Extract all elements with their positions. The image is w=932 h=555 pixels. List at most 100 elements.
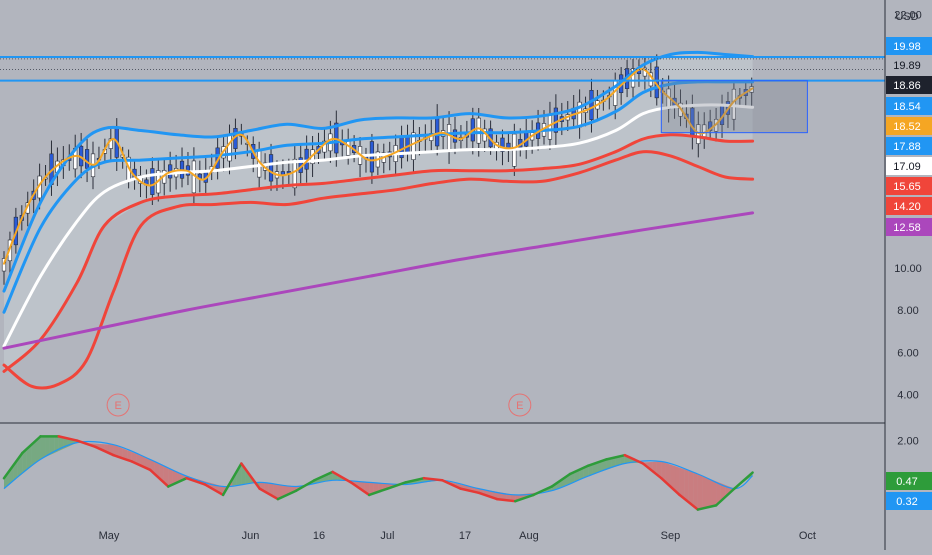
oscillator-line-segment: [57, 435, 79, 442]
candle: [452, 129, 458, 143]
oscillator-line-segment: [422, 476, 444, 482]
price-badge-bg: [886, 157, 932, 175]
oscillator-line-segment: [714, 487, 736, 507]
oscillator-line-segment: [349, 481, 371, 497]
oscillator-pane: [2, 435, 754, 511]
oscillator-fill: [145, 457, 151, 470]
oscillator-line-segment: [440, 479, 462, 490]
price-badge-bg: [886, 97, 932, 115]
oscillator-line-segment: [2, 451, 24, 480]
oscillator-fill: [711, 479, 717, 507]
ma200-line: [2, 211, 755, 350]
price-badge-text: 15.65: [893, 181, 921, 193]
oscillator-line-segment: [641, 462, 663, 480]
price-badge-text: 14.20: [893, 201, 921, 213]
oscillator-fill: [693, 472, 698, 510]
price-badge-bg: [886, 137, 932, 155]
candle: [547, 115, 553, 140]
price-badge-middle-band: 18.54: [886, 97, 932, 115]
candle: [476, 117, 481, 144]
band-fill: [4, 52, 753, 372]
oscillator-fill: [22, 448, 27, 474]
candle: [227, 134, 232, 162]
price-badge-text: 18.54: [893, 101, 921, 113]
osc-badge-text: 0.32: [896, 496, 917, 508]
price-badge-upper-band: 19.98: [886, 37, 932, 55]
candle: [589, 90, 594, 120]
oscillator-line-segment: [203, 483, 225, 497]
price-tick-label: 8.00: [897, 305, 918, 317]
oscillator-fill: [369, 482, 374, 495]
earnings-marker[interactable]: [508, 393, 532, 417]
oscillator-fill: [31, 440, 36, 467]
oscillator-line-segment: [130, 460, 152, 472]
oscillator-line-segment: [185, 476, 207, 486]
price-badge-text: 19.89: [893, 60, 921, 72]
oscillator-line-segment: [21, 435, 42, 455]
oscillator-line-segment: [623, 453, 645, 465]
oscillator-line-segment: [733, 471, 754, 490]
oscillator-fill: [702, 475, 707, 509]
oscillator-line-segment: [550, 472, 572, 488]
oscillator-line-segment: [568, 464, 590, 476]
oscillator-line-segment: [386, 481, 407, 490]
candle: [268, 154, 274, 182]
candle: [292, 158, 297, 189]
osc-badge-bg: [886, 492, 932, 510]
price-badge-text: 17.88: [893, 141, 921, 153]
price-badge-bg: [886, 218, 932, 236]
oscillator-fill: [588, 464, 593, 477]
oscillator-fill: [35, 436, 41, 464]
price-badge-hline: 19.89: [893, 60, 921, 72]
price-badge-bg: [886, 177, 932, 195]
oscillator-line-segment: [514, 493, 535, 503]
oscillator-line-segment: [258, 487, 280, 501]
time-tick-label: Jul: [380, 530, 394, 542]
candle: [435, 117, 440, 147]
candle: [150, 168, 155, 195]
time-tick-label: Oct: [799, 530, 816, 542]
price-badge-bg: [886, 197, 932, 215]
signal-line: [3, 440, 753, 496]
candle: [84, 149, 90, 169]
oscillator-fill: [26, 444, 32, 471]
time-tick-label: 17: [459, 530, 471, 542]
oscillator-line-segment: [112, 453, 134, 463]
oscillator-fill: [273, 483, 278, 500]
highlight-rectangle[interactable]: [660, 80, 808, 134]
oscillator-fill: [282, 484, 288, 497]
currency-label: USD: [895, 11, 918, 23]
lower-band-line: [2, 150, 755, 390]
oscillator-line-segment: [148, 468, 170, 488]
time-tick-label: May: [99, 530, 120, 542]
price-badge-last-price: 18.86: [886, 76, 932, 94]
oscillator-fill: [118, 446, 123, 459]
lower-band-inner-line: [2, 133, 755, 373]
oscillator-fill: [4, 471, 9, 489]
time-tick-label: Aug: [519, 530, 539, 542]
candle: [500, 137, 505, 152]
oscillator-line-segment: [240, 462, 261, 490]
oscillator-line-segment: [367, 487, 389, 497]
candle: [446, 124, 452, 151]
price-badge-price-ma: 18.52: [886, 117, 932, 135]
oscillator-fill: [163, 465, 169, 487]
price-badge-middle-band-alt: 17.09: [886, 157, 932, 175]
price-axis[interactable]: 22.0012.0010.008.006.004.002.0019.9819.8…: [886, 9, 932, 510]
earnings-marker[interactable]: [106, 393, 130, 417]
oscillator-fill: [127, 450, 132, 462]
time-axis[interactable]: May Jun 16 Jul 17 Aug Sep Oct: [99, 530, 816, 542]
oscillator-line-segment: [696, 504, 718, 511]
oscillator-fill: [716, 481, 721, 506]
price-badge-lower-band-inner: 15.65: [886, 177, 932, 195]
oscillator-line-segment: [678, 493, 700, 511]
oscillator-fill: [675, 466, 680, 495]
oscillator-line-segment: [459, 487, 480, 495]
oscillator-fill: [172, 469, 178, 485]
oscillator-fill: [706, 477, 712, 508]
price-badge-text: 12.58: [893, 222, 921, 234]
oscillator-line-segment: [605, 453, 627, 461]
